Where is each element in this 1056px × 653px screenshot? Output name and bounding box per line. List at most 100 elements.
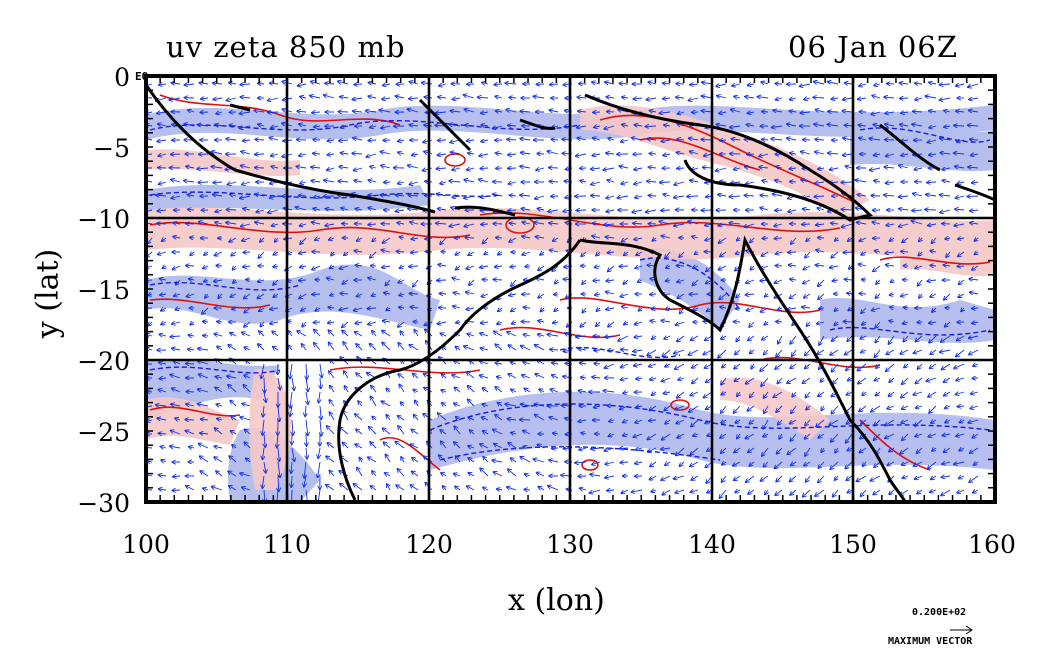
wind-vector	[354, 168, 363, 170]
wind-vector	[633, 98, 643, 99]
wind-vector	[509, 294, 517, 296]
wind-vector	[901, 154, 909, 156]
wind-vector	[886, 154, 895, 156]
wind-vector	[901, 251, 909, 252]
wind-vector	[925, 210, 937, 211]
wind-vector	[184, 84, 195, 85]
wind-vector	[944, 111, 951, 113]
wind-vector	[912, 210, 923, 211]
wind-vector	[830, 266, 839, 268]
wind-vector	[649, 167, 657, 168]
wind-vector	[622, 125, 629, 126]
wind-vector	[622, 237, 629, 242]
wind-vector	[972, 265, 979, 270]
wind-vector	[592, 154, 601, 156]
wind-vector	[885, 112, 895, 114]
wind-vector	[928, 224, 937, 226]
wind-vector	[750, 237, 755, 242]
wind-vector	[216, 112, 223, 114]
wind-vector	[299, 252, 307, 254]
x-tick-label: 130	[546, 530, 594, 559]
wind-vector	[975, 252, 979, 254]
wind-vector	[464, 180, 475, 182]
wind-vector	[315, 308, 321, 311]
wind-vector	[229, 125, 237, 126]
wind-vector	[201, 98, 209, 99]
wind-vector	[244, 307, 251, 313]
wind-vector	[397, 251, 405, 252]
wind-vector	[776, 322, 783, 323]
wind-vector	[383, 237, 391, 243]
wind-vector	[454, 293, 461, 294]
wind-vector	[548, 210, 559, 212]
wind-vector	[357, 238, 363, 241]
wind-vector	[174, 294, 181, 296]
wind-vector	[899, 224, 909, 227]
wind-vector	[621, 182, 629, 184]
wind-vector	[158, 154, 167, 156]
wind-vector	[323, 196, 335, 197]
wind-vector	[956, 84, 965, 86]
wind-vector	[452, 196, 461, 197]
wind-vector	[171, 196, 181, 198]
wind-vector	[674, 224, 685, 226]
wind-vector	[874, 154, 881, 155]
wind-vector	[958, 238, 965, 239]
wind-vector	[481, 125, 489, 126]
wind-vector	[159, 84, 167, 85]
wind-vector	[297, 111, 307, 112]
wind-vector	[255, 194, 265, 196]
wind-vector	[243, 209, 251, 210]
wind-vector	[734, 168, 741, 170]
wind-vector	[520, 139, 531, 141]
wind-vector	[732, 84, 741, 86]
wind-vector	[312, 265, 321, 270]
wind-vector	[968, 167, 979, 168]
wind-vector	[716, 125, 727, 127]
wind-vector	[859, 264, 867, 266]
wind-vector	[241, 84, 251, 85]
wind-vector	[226, 139, 237, 140]
wind-vector	[203, 266, 209, 269]
wind-vector	[930, 251, 937, 252]
wind-vector	[762, 238, 769, 239]
wind-vector	[606, 280, 615, 281]
wind-vector	[241, 97, 251, 98]
wind-vector	[396, 210, 405, 211]
wind-vector	[380, 195, 391, 196]
wind-vector	[759, 154, 769, 156]
wind-vector	[594, 363, 601, 364]
wind-vector	[340, 266, 349, 269]
wind-vector	[592, 82, 601, 84]
wind-vector	[827, 124, 839, 126]
y-tick-label: −10	[77, 205, 130, 234]
wind-vector	[215, 210, 223, 212]
wind-vector	[368, 140, 377, 141]
wind-vector	[384, 182, 391, 183]
wind-vector	[650, 294, 657, 295]
wind-vector	[203, 336, 209, 337]
wind-vector	[873, 265, 881, 271]
wind-vector	[720, 140, 727, 141]
wind-vector	[520, 166, 531, 168]
wind-vector	[313, 209, 321, 211]
wind-vector	[632, 210, 643, 212]
wind-vector	[467, 140, 475, 141]
wind-vector	[843, 98, 853, 100]
wind-vector	[423, 140, 433, 142]
wind-vector	[678, 112, 685, 114]
wind-vector	[744, 223, 755, 227]
wind-vector	[577, 138, 587, 140]
wind-vector	[160, 294, 167, 295]
wind-vector	[538, 265, 545, 270]
wind-vector	[437, 194, 447, 196]
wind-vector	[540, 252, 544, 255]
wind-vector	[816, 250, 825, 252]
wind-vector	[410, 125, 419, 126]
wind-vector	[677, 124, 685, 126]
wind-vector	[701, 140, 713, 141]
wind-vector	[342, 224, 349, 225]
wind-vector	[946, 251, 951, 257]
wind-vector	[734, 96, 741, 98]
wind-vector	[604, 125, 615, 129]
